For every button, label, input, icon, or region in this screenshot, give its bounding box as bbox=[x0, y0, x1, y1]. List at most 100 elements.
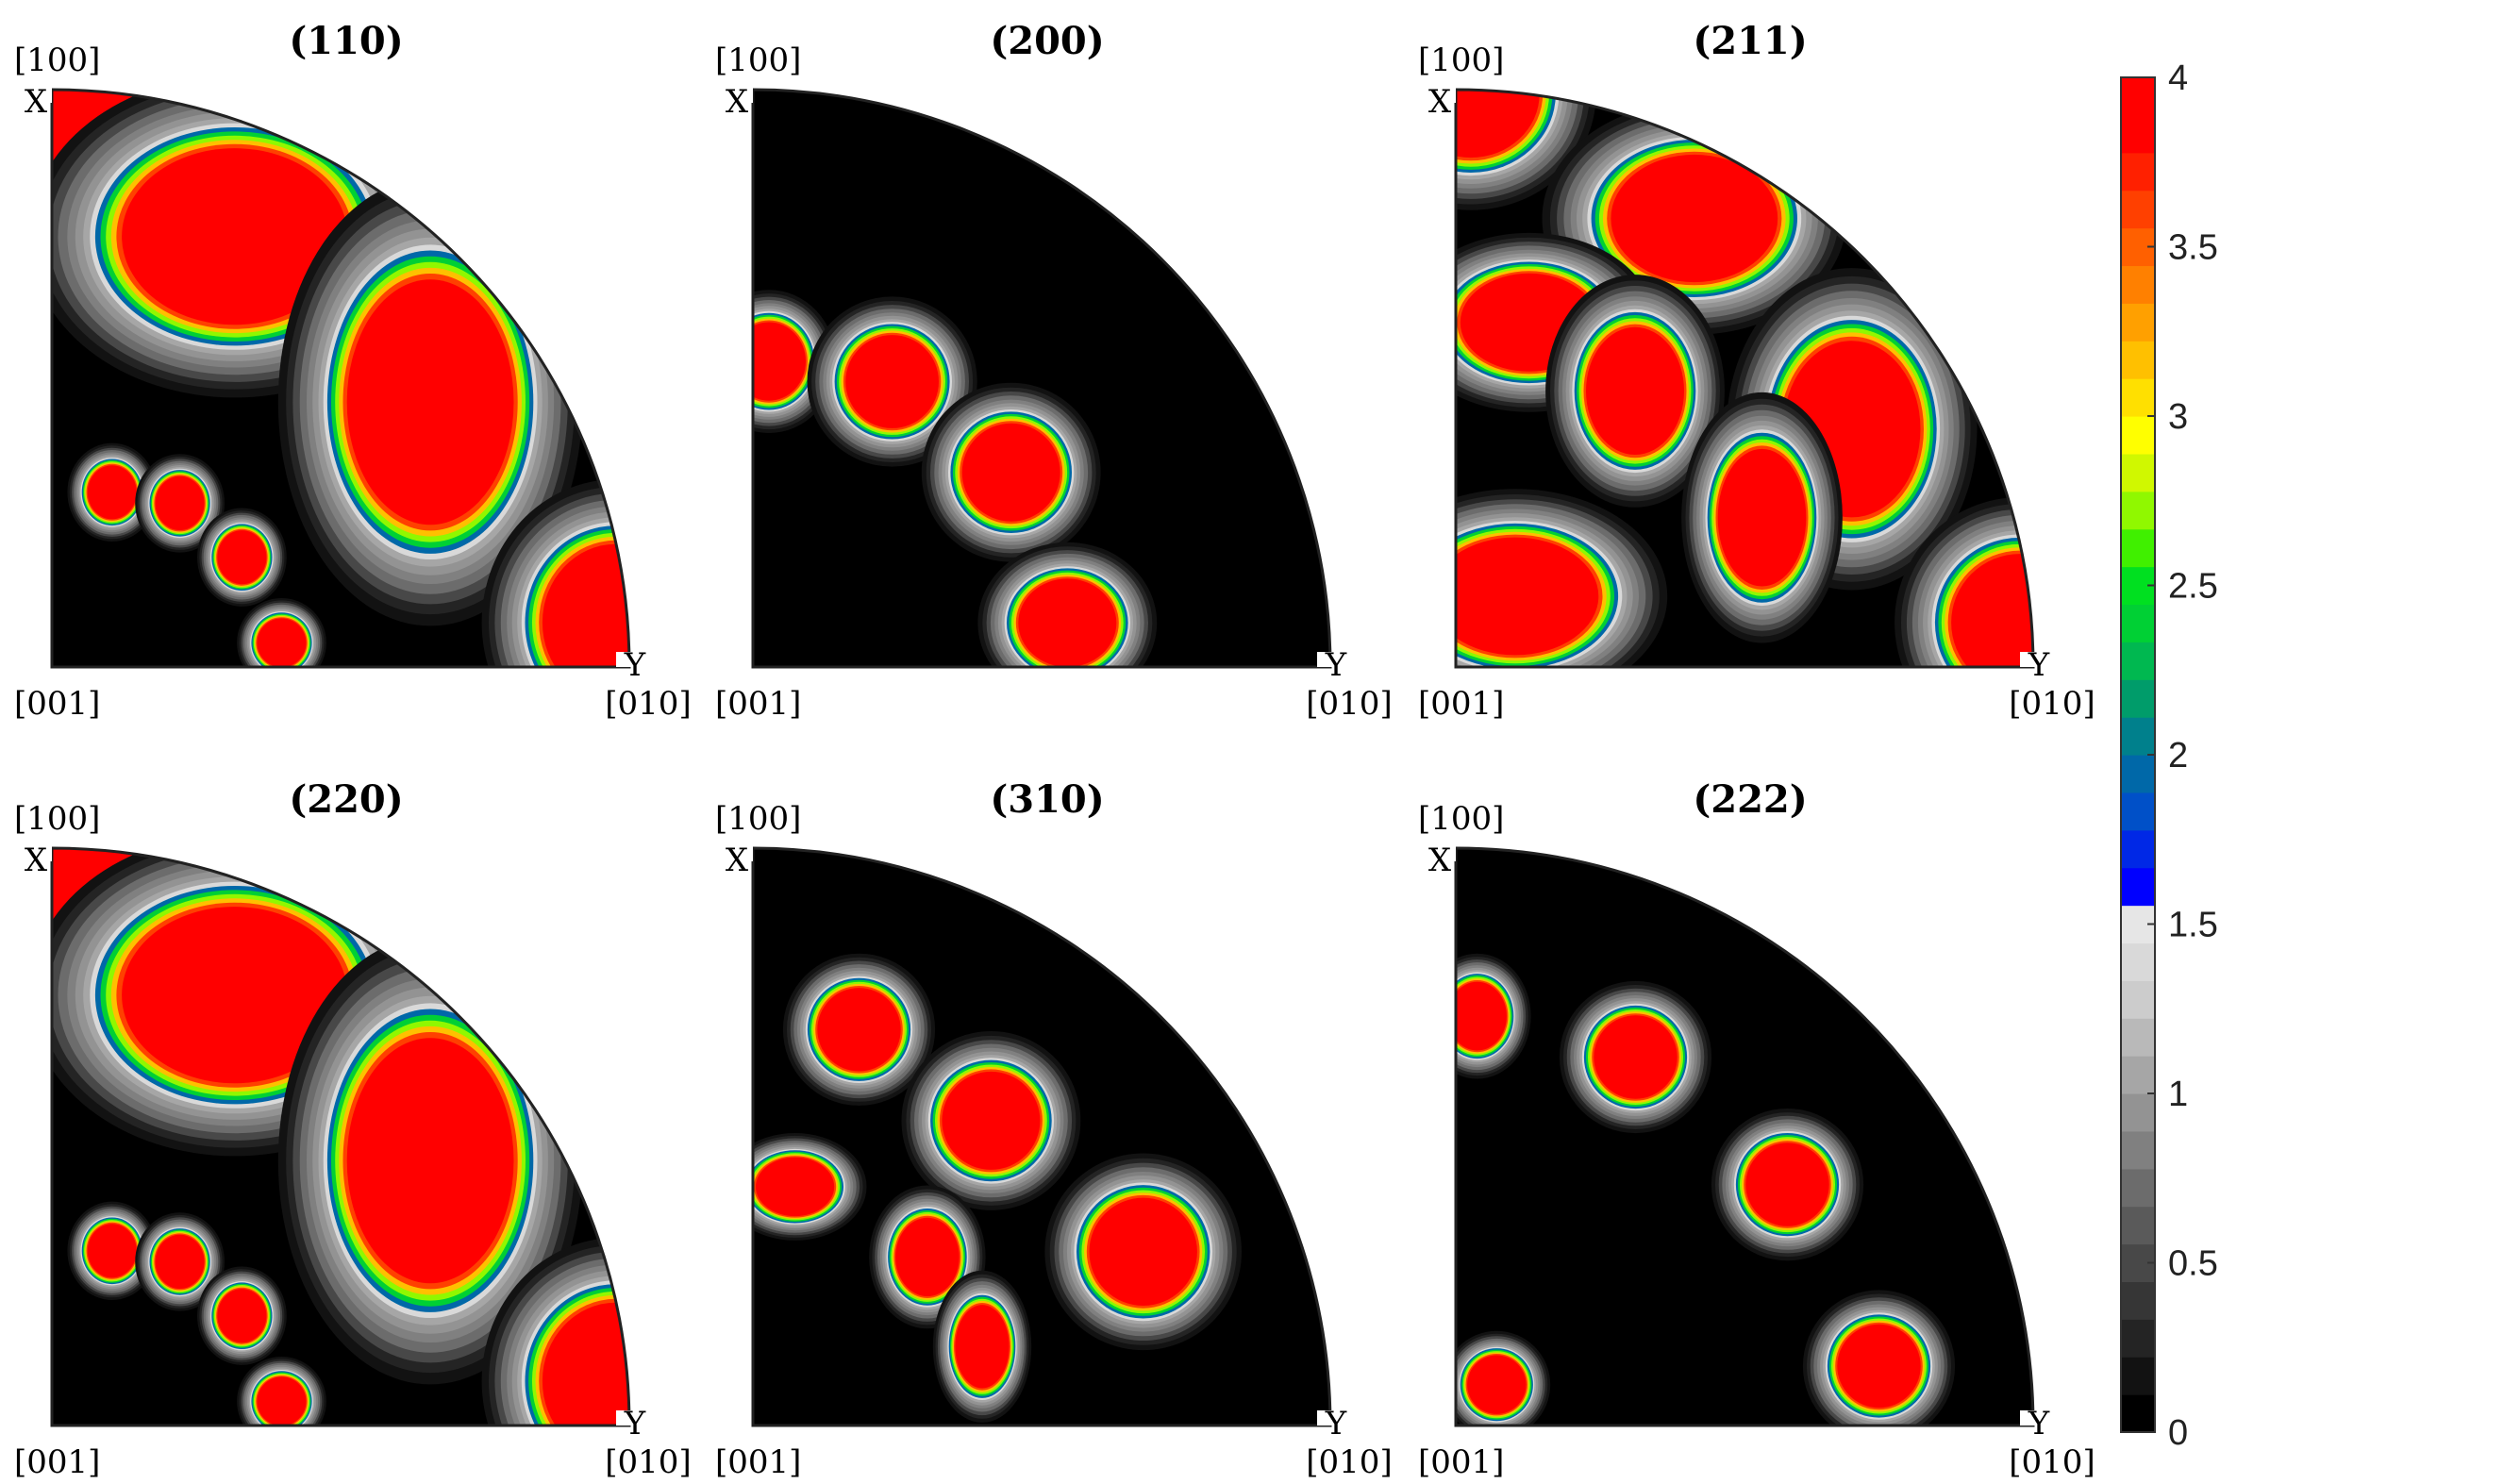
contour-band bbox=[1018, 578, 1117, 667]
colorbar-tick-label: 1.5 bbox=[2168, 906, 2218, 945]
y-pole-index-label: [010] bbox=[605, 685, 691, 723]
origin-index-label: [001] bbox=[14, 1443, 100, 1481]
colorbar-tick-label: 1 bbox=[2168, 1075, 2188, 1114]
colorbar-swatch bbox=[2121, 528, 2155, 568]
contour-band bbox=[845, 335, 939, 428]
y-pole-index-label: [010] bbox=[2009, 1443, 2095, 1481]
x-axis-marker bbox=[39, 88, 52, 103]
colorbar-swatch bbox=[2121, 416, 2155, 455]
y-pole-index-label: [010] bbox=[1306, 1443, 1392, 1481]
contour-band bbox=[542, 543, 629, 667]
pole-figure-panel: (211) [100] X [001] [010]Y bbox=[1418, 19, 2095, 723]
colorbar-swatch bbox=[2121, 980, 2155, 1019]
origin-index-label: [001] bbox=[715, 685, 801, 723]
pole-density-peak bbox=[901, 1031, 1081, 1210]
pole-density-peak bbox=[782, 953, 936, 1106]
colorbar-swatch bbox=[2121, 190, 2155, 229]
colorbar-swatch bbox=[2121, 717, 2155, 756]
contour-band bbox=[257, 618, 307, 667]
colorbar-swatch bbox=[2121, 1357, 2155, 1395]
pole-density-peak bbox=[921, 382, 1101, 562]
y-pole-index-label: [010] bbox=[1306, 685, 1392, 723]
origin-index-label: [001] bbox=[1418, 685, 1504, 723]
y-axis-label: Y bbox=[2028, 1405, 2050, 1442]
pole-density-peak bbox=[1456, 489, 1668, 667]
colorbar-swatch bbox=[2121, 265, 2155, 304]
pole-density-peak bbox=[932, 1270, 1032, 1423]
x-pole-index-label: [100] bbox=[715, 42, 801, 79]
y-axis-marker bbox=[616, 652, 631, 667]
x-axis-marker bbox=[740, 846, 753, 861]
panel-title: (222) bbox=[1693, 777, 1807, 822]
pole-density-peak bbox=[67, 1201, 158, 1301]
y-axis-marker bbox=[616, 1410, 631, 1426]
contour-band bbox=[122, 148, 348, 325]
contour-band bbox=[155, 475, 205, 530]
colorbar-tick-label: 3 bbox=[2168, 397, 2188, 437]
pole-density-peak bbox=[1456, 953, 1531, 1079]
colorbar-swatch bbox=[2121, 378, 2155, 417]
pole-density-peak bbox=[807, 296, 977, 467]
pole-density-peak bbox=[135, 454, 225, 553]
contour-band bbox=[1456, 90, 1540, 158]
panel-title: (211) bbox=[1693, 19, 1807, 63]
colorbar-swatch bbox=[2121, 1319, 2155, 1358]
colorbar-tick-label: 2.5 bbox=[2168, 567, 2218, 607]
quadrant-outline bbox=[751, 846, 1332, 1427]
contour-band bbox=[1717, 448, 1807, 587]
colorbar-swatch bbox=[2121, 867, 2155, 907]
colorbar-swatch bbox=[2121, 453, 2155, 492]
colorbar-tick-label: 0 bbox=[2168, 1413, 2188, 1453]
x-axis-label: X bbox=[25, 842, 48, 879]
x-axis-marker bbox=[1443, 88, 1456, 103]
pole-density-peak bbox=[1456, 90, 1596, 210]
y-axis-label: Y bbox=[624, 1405, 646, 1442]
colorbar-swatch bbox=[2121, 1206, 2155, 1245]
x-pole-index-label: [100] bbox=[14, 42, 100, 79]
panel-title: (310) bbox=[990, 777, 1104, 822]
pole-density-peak bbox=[135, 1212, 225, 1311]
contour-band bbox=[87, 465, 137, 520]
x-pole-index-label: [100] bbox=[14, 800, 100, 838]
colorbar-swatch bbox=[2121, 77, 2155, 116]
y-axis-label: Y bbox=[1325, 646, 1347, 684]
colorbar-swatch bbox=[2121, 341, 2155, 379]
origin-index-label: [001] bbox=[715, 1443, 801, 1481]
pole-density-peak bbox=[753, 1133, 867, 1241]
pole-figure-panel: (200) [100] X [001] [010]Y bbox=[715, 19, 1393, 723]
quadrant-outline bbox=[751, 88, 1332, 669]
pole-density-peak bbox=[1545, 275, 1725, 508]
pole-figure-panel: (110) [100] X [001] [010]Y bbox=[14, 19, 692, 723]
pole-density-peak bbox=[977, 542, 1158, 667]
colorbar-swatch bbox=[2121, 679, 2155, 718]
y-axis-marker bbox=[2020, 1410, 2035, 1426]
pole-density-peak bbox=[1559, 980, 1712, 1134]
contour-band bbox=[1089, 1197, 1197, 1307]
x-axis-label: X bbox=[1428, 83, 1452, 121]
colorbar-swatch bbox=[2121, 642, 2155, 680]
contour-band bbox=[155, 1234, 205, 1289]
origin-index-label: [001] bbox=[14, 685, 100, 723]
pole-density-peak bbox=[67, 442, 158, 542]
x-axis-label: X bbox=[726, 83, 749, 121]
contour-band bbox=[346, 279, 514, 525]
y-axis-marker bbox=[1317, 652, 1332, 667]
x-axis-label: X bbox=[25, 83, 48, 121]
x-axis-marker bbox=[740, 88, 753, 103]
pole-density-peak bbox=[197, 508, 287, 607]
colorbar: 0 0.5 1 1.5 2 2.5 3 3.5 4 bbox=[2120, 58, 2218, 1453]
colorbar-swatch bbox=[2121, 1093, 2155, 1132]
quadrant-outline bbox=[50, 846, 631, 1427]
contour-band bbox=[257, 1376, 307, 1426]
pole-density-peak bbox=[237, 1357, 326, 1426]
panel-title: (110) bbox=[289, 19, 403, 63]
contour-band bbox=[961, 423, 1060, 522]
contour-band bbox=[1951, 554, 2033, 667]
x-pole-index-label: [100] bbox=[1418, 42, 1504, 79]
contour-band bbox=[122, 907, 348, 1084]
contour-band bbox=[756, 1157, 835, 1217]
pole-density-peak bbox=[753, 290, 837, 434]
contour-band bbox=[817, 988, 901, 1072]
y-axis-label: Y bbox=[2028, 646, 2050, 684]
